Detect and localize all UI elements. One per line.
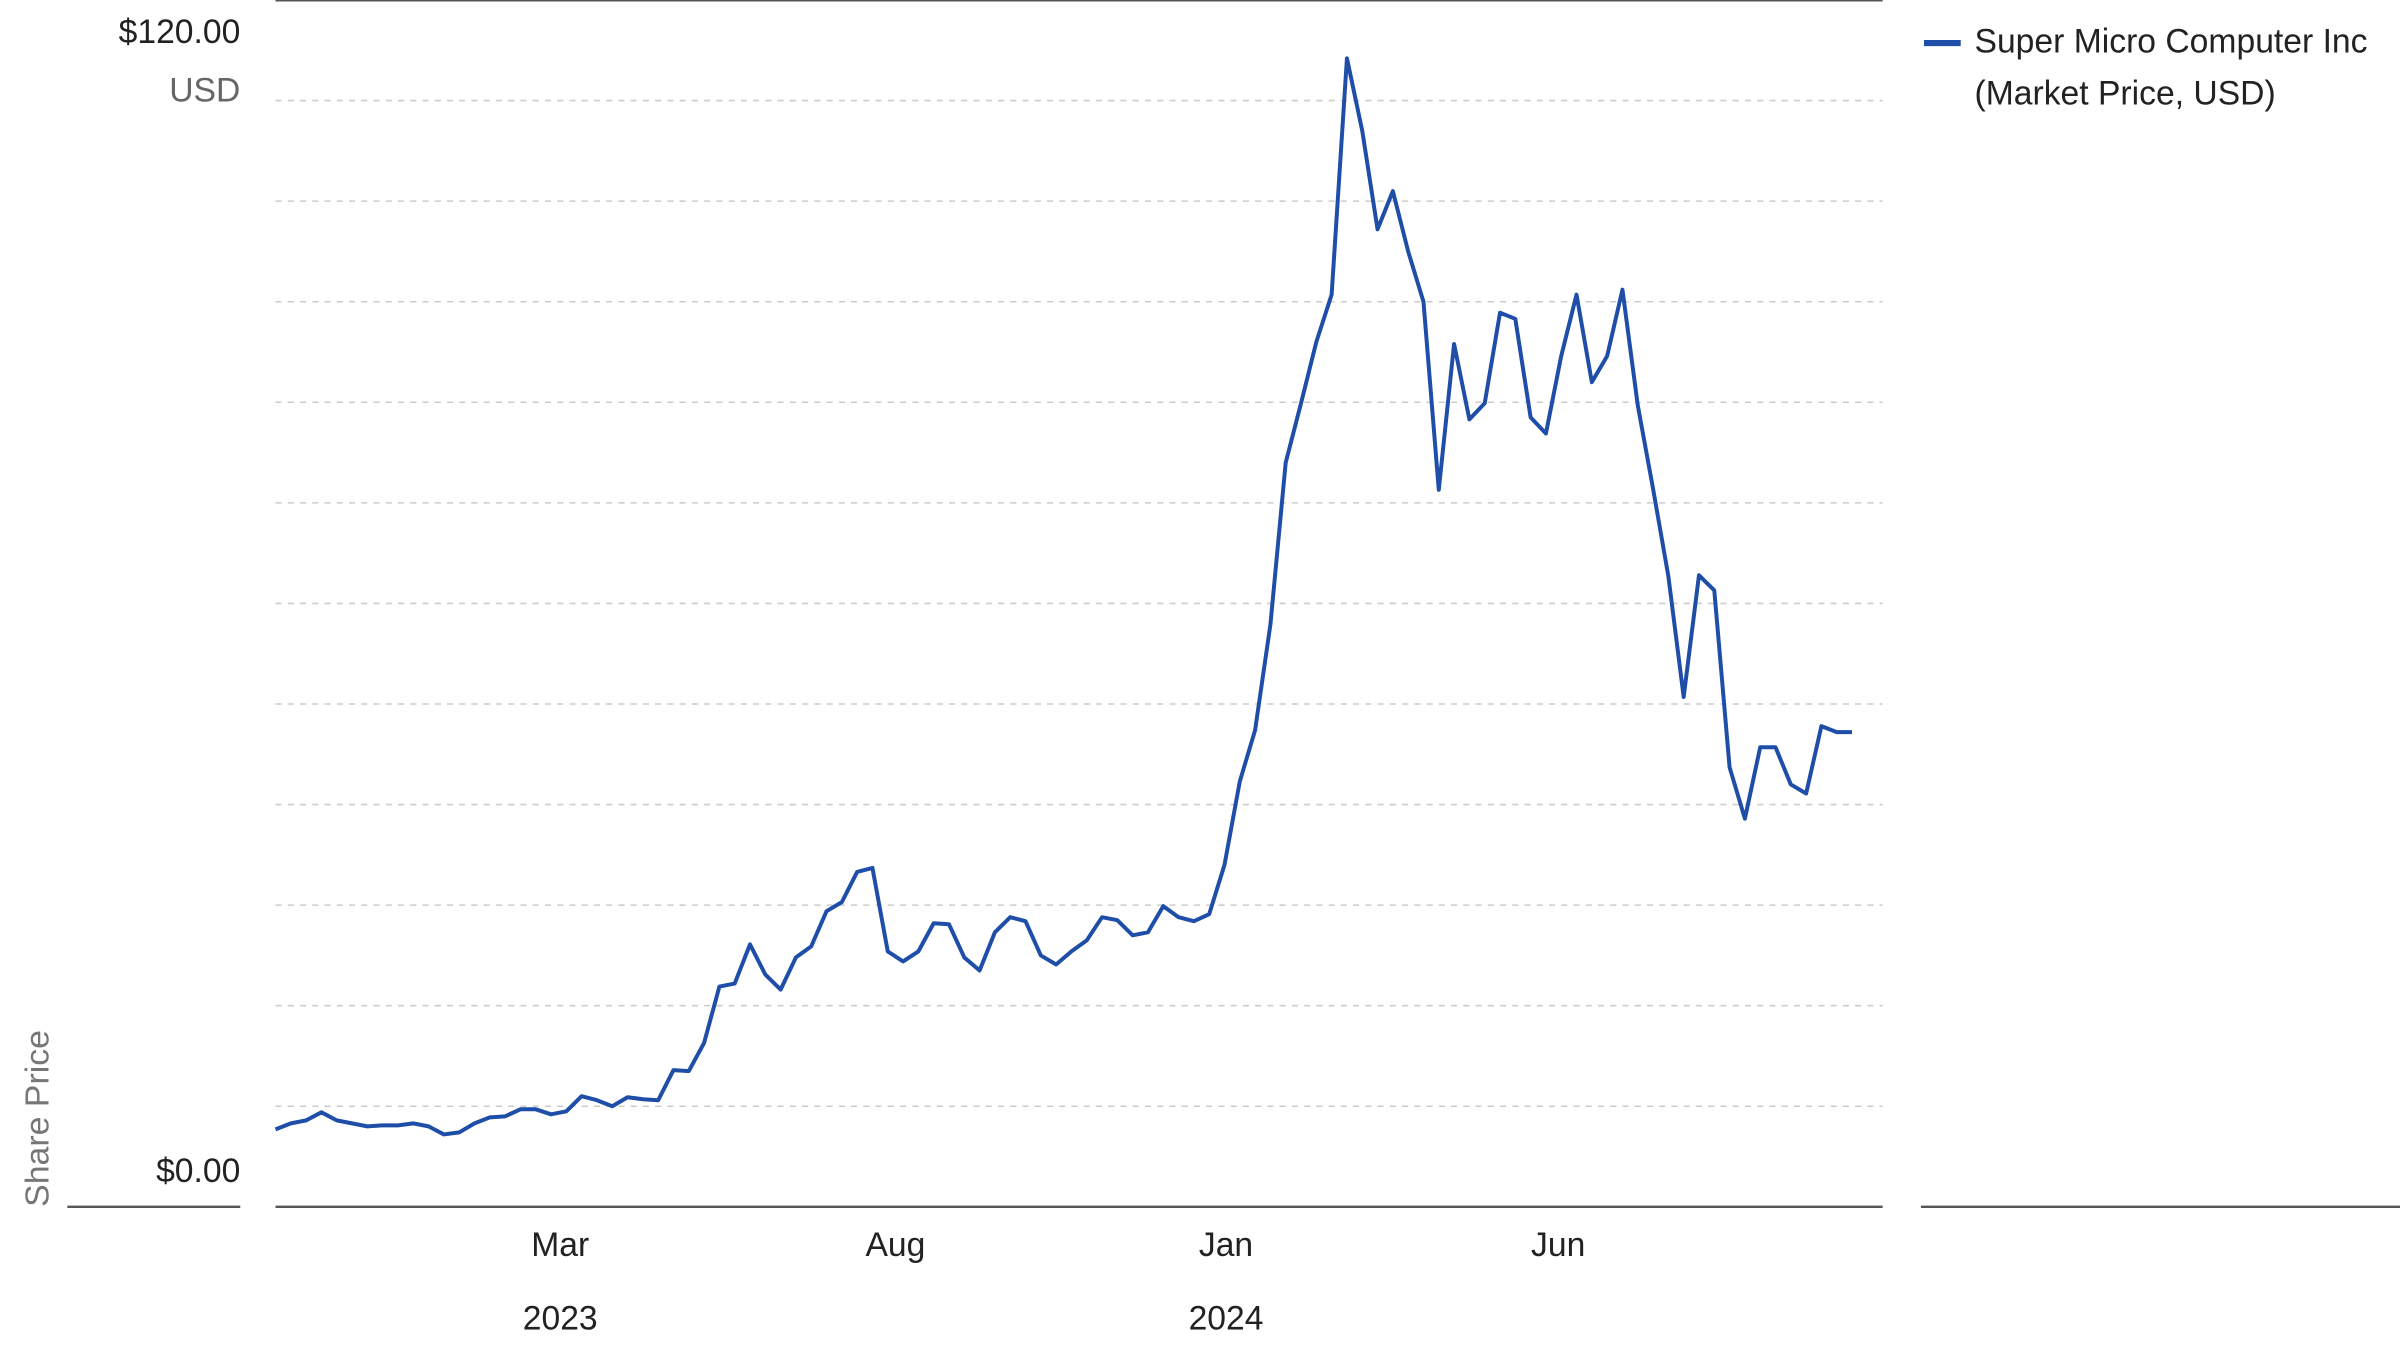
y-axis-title: Share Price <box>19 1030 57 1207</box>
y-tick-label: $0.00 <box>156 1152 240 1190</box>
x-tick-label: Jan <box>1199 1226 1253 1264</box>
x-tick-label: Aug <box>865 1226 925 1264</box>
x-year-label: 2023 <box>523 1300 598 1338</box>
x-year-label: 2024 <box>1189 1300 1264 1338</box>
legend: Super Micro Computer Inc (Market Price, … <box>1974 21 2368 113</box>
x-tick-label: Jun <box>1531 1226 1585 1264</box>
y-unit: USD <box>169 71 240 109</box>
price-line <box>274 56 1853 1137</box>
legend-label: Super Micro Computer Inc (Market Price, … <box>1974 21 2368 113</box>
x-tick-label: Mar <box>531 1226 589 1264</box>
y-tick-label: $120.00 <box>119 13 241 51</box>
